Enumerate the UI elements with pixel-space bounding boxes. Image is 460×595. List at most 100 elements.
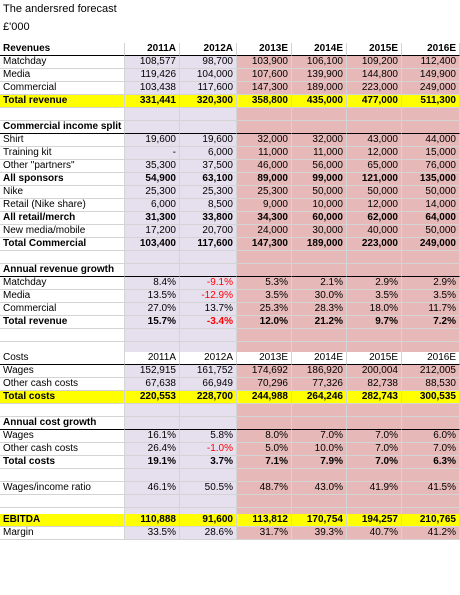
row-label[interactable]: Commercial — [0, 82, 125, 95]
cell-2[interactable]: -12.9% — [180, 290, 237, 303]
cell-1[interactable]: 2011A — [125, 43, 180, 56]
section-heading[interactable]: Annual cost growth — [0, 417, 125, 430]
cell-5[interactable]: 12,000 — [347, 199, 402, 212]
cell-1[interactable]: 25,300 — [125, 186, 180, 199]
cell-4[interactable] — [292, 329, 347, 342]
cell-5[interactable]: 9.7% — [347, 316, 402, 329]
cell-3[interactable]: 11,000 — [237, 147, 292, 160]
cell-2[interactable]: 8,500 — [180, 199, 237, 212]
row-label[interactable]: Media — [0, 69, 125, 82]
cell-5[interactable]: 194,257 — [347, 514, 402, 527]
cell-4[interactable]: 435,000 — [292, 95, 347, 108]
cell-2[interactable]: 104,000 — [180, 69, 237, 82]
cell-2[interactable]: 25,300 — [180, 186, 237, 199]
cell-2[interactable]: 33,800 — [180, 212, 237, 225]
cell-4[interactable]: 7.0% — [292, 430, 347, 443]
row-label[interactable]: Nike — [0, 186, 125, 199]
cell-5[interactable]: 41.9% — [347, 482, 402, 495]
cell-6[interactable]: 7.2% — [402, 316, 460, 329]
cell-2[interactable]: 19,600 — [180, 134, 237, 147]
cell-6[interactable] — [402, 264, 460, 277]
cell-5[interactable]: 18.0% — [347, 303, 402, 316]
cell-3[interactable]: 113,812 — [237, 514, 292, 527]
cell-2[interactable]: 50.5% — [180, 482, 237, 495]
cell-1[interactable] — [125, 108, 180, 121]
cell-6[interactable]: 15,000 — [402, 147, 460, 160]
cell-4[interactable] — [292, 108, 347, 121]
cell-2[interactable]: 91,600 — [180, 514, 237, 527]
section-heading[interactable]: Annual revenue growth — [0, 264, 125, 277]
cell-6[interactable]: 6.0% — [402, 430, 460, 443]
row-label[interactable]: Commercial — [0, 303, 125, 316]
cell-1[interactable]: 16.1% — [125, 430, 180, 443]
cell-1[interactable]: 46.1% — [125, 482, 180, 495]
row-label[interactable]: Margin — [0, 527, 125, 540]
cell-4[interactable]: 30.0% — [292, 290, 347, 303]
cell-1[interactable] — [125, 404, 180, 417]
cell-5[interactable]: 7.0% — [347, 443, 402, 456]
cell-3[interactable]: 25.3% — [237, 303, 292, 316]
cell-4[interactable]: 11,000 — [292, 147, 347, 160]
cell-6[interactable]: 511,300 — [402, 95, 460, 108]
cell-1[interactable]: 31,300 — [125, 212, 180, 225]
cell-2[interactable]: 98,700 — [180, 56, 237, 69]
row-label[interactable]: Total Commercial — [0, 238, 125, 251]
cell-1[interactable] — [125, 264, 180, 277]
cell-4[interactable]: 50,000 — [292, 186, 347, 199]
cell-4[interactable] — [292, 251, 347, 264]
cell-6[interactable]: 135,000 — [402, 173, 460, 186]
cell-1[interactable] — [125, 329, 180, 342]
cell-3[interactable]: 358,800 — [237, 95, 292, 108]
cell-5[interactable]: 2.9% — [347, 277, 402, 290]
section-heading[interactable]: Commercial income split — [0, 121, 125, 134]
cell-1[interactable]: 119,426 — [125, 69, 180, 82]
cell-2[interactable] — [180, 251, 237, 264]
cell-5[interactable]: 109,200 — [347, 56, 402, 69]
cell-4[interactable]: 2014E — [292, 352, 347, 365]
row-label[interactable]: Matchday — [0, 277, 125, 290]
cell-4[interactable]: 189,000 — [292, 238, 347, 251]
cell-4[interactable]: 99,000 — [292, 173, 347, 186]
cell-1[interactable]: 54,900 — [125, 173, 180, 186]
cell-4[interactable]: 43.0% — [292, 482, 347, 495]
cell-2[interactable]: 161,752 — [180, 365, 237, 378]
cell-1[interactable]: 108,577 — [125, 56, 180, 69]
cell-3[interactable]: 89,000 — [237, 173, 292, 186]
cell-3[interactable]: 147,300 — [237, 82, 292, 95]
cell-1[interactable]: 331,441 — [125, 95, 180, 108]
cell-2[interactable]: 37,500 — [180, 160, 237, 173]
row-label[interactable]: Wages/income ratio — [0, 482, 125, 495]
row-label[interactable]: New media/mobile — [0, 225, 125, 238]
cell-3[interactable]: 12.0% — [237, 316, 292, 329]
cell-2[interactable]: 6,000 — [180, 147, 237, 160]
cell-5[interactable] — [347, 108, 402, 121]
cell-3[interactable]: 174,692 — [237, 365, 292, 378]
cell-3[interactable]: 147,300 — [237, 238, 292, 251]
cell-4[interactable]: 60,000 — [292, 212, 347, 225]
cell-6[interactable]: 300,535 — [402, 391, 460, 404]
cell-2[interactable] — [180, 495, 237, 508]
cell-2[interactable]: 20,700 — [180, 225, 237, 238]
cell-6[interactable] — [402, 495, 460, 508]
cell-1[interactable]: 35,300 — [125, 160, 180, 173]
cell-6[interactable]: 64,000 — [402, 212, 460, 225]
cell-1[interactable]: 2011A — [125, 352, 180, 365]
cell-3[interactable] — [237, 495, 292, 508]
cell-6[interactable]: 44,000 — [402, 134, 460, 147]
cell-1[interactable]: 110,888 — [125, 514, 180, 527]
section-heading[interactable]: Revenues — [0, 43, 125, 56]
cell-5[interactable] — [347, 404, 402, 417]
cell-2[interactable] — [180, 417, 237, 430]
row-label[interactable]: Total costs — [0, 456, 125, 469]
cell-5[interactable]: 2015E — [347, 43, 402, 56]
cell-2[interactable] — [180, 108, 237, 121]
cell-5[interactable]: 7.0% — [347, 430, 402, 443]
cell-5[interactable]: 200,004 — [347, 365, 402, 378]
cell-5[interactable] — [347, 417, 402, 430]
cell-4[interactable]: 21.2% — [292, 316, 347, 329]
cell-5[interactable]: 12,000 — [347, 147, 402, 160]
row-label[interactable]: Total revenue — [0, 95, 125, 108]
cell-3[interactable]: 5.0% — [237, 443, 292, 456]
cell-5[interactable]: 223,000 — [347, 238, 402, 251]
cell-3[interactable]: 2013E — [237, 352, 292, 365]
